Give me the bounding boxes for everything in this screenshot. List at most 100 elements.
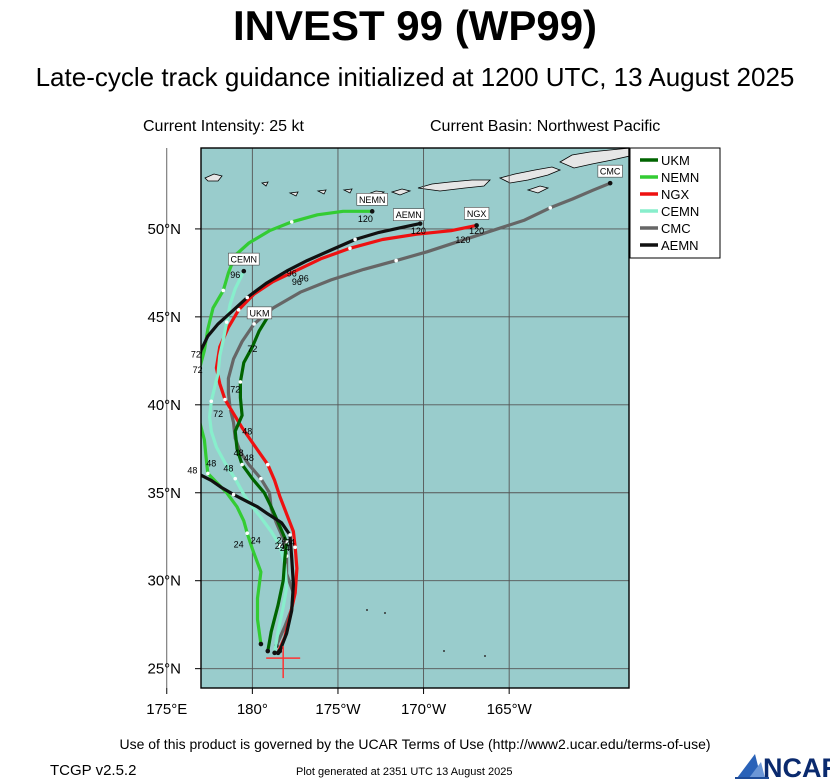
hour-label-cmc-2: 72 bbox=[230, 384, 240, 394]
generated-timestamp: Plot generated at 2351 UTC 13 August 202… bbox=[296, 766, 513, 778]
hour-label-ukm-1: 48 bbox=[234, 448, 244, 458]
hour-label-cmc-3: 96 bbox=[299, 274, 309, 284]
track-line-ngx bbox=[214, 223, 479, 655]
track-dot-ukm-10 bbox=[240, 462, 244, 467]
track-dot-ngx-20 bbox=[236, 308, 241, 312]
initial-position-marker bbox=[266, 646, 301, 679]
legend-label-ukm: UKM bbox=[661, 153, 690, 168]
track-dot-cmc-20 bbox=[252, 322, 256, 326]
end-label-box-ngx bbox=[464, 207, 490, 220]
track-dot-aemn-10 bbox=[231, 492, 236, 497]
track-dot-cemn-15 bbox=[209, 399, 214, 404]
hour-label-aemn-3: 96 bbox=[287, 268, 297, 278]
hour-label-cemn-0: 24 bbox=[275, 541, 285, 551]
track-start-cemn bbox=[272, 650, 277, 656]
hour-label-ngx-1: 48 bbox=[242, 427, 252, 437]
end-label-cemn: CEMN bbox=[228, 252, 260, 266]
island-5 bbox=[288, 191, 299, 197]
track-dot-nemn-5 bbox=[245, 531, 250, 536]
terms-of-use: Use of this product is governed by the U… bbox=[119, 736, 711, 752]
end-label-box-ukm bbox=[246, 306, 273, 320]
end-label-aemn: AEMN bbox=[393, 208, 425, 221]
islet-3 bbox=[484, 655, 486, 657]
end-label-cmc: CMC bbox=[597, 164, 623, 178]
track-dot-cmc-30 bbox=[548, 206, 553, 210]
hour-label-aemn-2: 72 bbox=[193, 365, 203, 375]
track-line-aemn bbox=[201, 222, 422, 653]
hour-label-aemn-1: 48 bbox=[187, 465, 197, 475]
hour-label-cemn-3: 96 bbox=[230, 270, 240, 280]
ocean-background bbox=[201, 148, 629, 688]
end-label-box-cemn bbox=[228, 252, 260, 266]
hour-label-cmc-4: 120 bbox=[455, 235, 470, 245]
track-end-nemn bbox=[369, 209, 375, 214]
end-label-text-ukm: UKM bbox=[249, 308, 269, 318]
islet-2 bbox=[443, 650, 445, 652]
chart-title: INVEST 99 (WP99) bbox=[232, 2, 598, 49]
ncar-logo-mark bbox=[735, 754, 769, 779]
track-dot-cemn-20 bbox=[224, 320, 229, 324]
plot-frame bbox=[200, 147, 630, 689]
ncar-logo: NCAR bbox=[735, 753, 830, 780]
hour-label-ngx-2: 96 bbox=[292, 277, 302, 287]
end-label-ukm: UKM bbox=[246, 306, 273, 320]
hour-label-nemn-0: 24 bbox=[234, 539, 244, 549]
hour-label-nemn-2: 72 bbox=[191, 349, 201, 359]
hour-label-aemn-0: 24 bbox=[276, 536, 286, 546]
end-label-box-nemn bbox=[356, 193, 388, 206]
hour-label-cmc-0: 24 bbox=[280, 543, 290, 553]
legend-label-ngx: NGX bbox=[661, 187, 690, 202]
y-tick-label-0: 25°N bbox=[147, 661, 181, 678]
track-line-nemn bbox=[201, 209, 374, 646]
hour-label-cemn-2: 72 bbox=[213, 409, 223, 419]
islet-0 bbox=[366, 609, 368, 611]
hour-label-ngx-3: 120 bbox=[469, 226, 484, 236]
island-1 bbox=[559, 148, 629, 169]
x-tick-label-0: 175°E bbox=[146, 701, 187, 718]
islet-1 bbox=[384, 612, 386, 614]
island-2 bbox=[498, 166, 562, 184]
chart-subtitle: Late-cycle track guidance initialized at… bbox=[35, 62, 795, 92]
track-dot-cmc-10 bbox=[259, 476, 263, 481]
end-label-ngx: NGX bbox=[464, 207, 490, 220]
x-tick-label-4: 165°W bbox=[487, 701, 533, 718]
track-dot-cemn-10 bbox=[233, 476, 238, 481]
hour-label-nemn-3: 120 bbox=[358, 214, 373, 224]
track-dot-ngx-5 bbox=[293, 545, 297, 550]
current-intensity: Current Intensity: 25 kt bbox=[143, 118, 304, 135]
end-label-text-nemn: NEMN bbox=[359, 195, 386, 205]
legend-box bbox=[629, 147, 721, 259]
version-label: TCGP v2.5.2 bbox=[50, 762, 137, 779]
island-10 bbox=[261, 181, 269, 187]
track-end-cemn bbox=[241, 268, 247, 274]
island-3 bbox=[417, 179, 491, 192]
track-dot-aemn-5 bbox=[288, 533, 292, 537]
end-label-box-cmc bbox=[597, 164, 623, 178]
hour-label-cemn-1: 48 bbox=[223, 464, 233, 474]
end-label-text-cemn: CEMN bbox=[231, 255, 258, 265]
island-4 bbox=[526, 185, 550, 194]
track-end-cmc bbox=[607, 180, 613, 186]
y-tick-label-2: 35°N bbox=[147, 485, 181, 502]
island-0 bbox=[204, 173, 223, 182]
track-end-aemn bbox=[417, 221, 423, 226]
x-tick-label-2: 175°W bbox=[315, 701, 361, 718]
end-label-box-aemn bbox=[393, 208, 425, 221]
track-dot-nemn-25 bbox=[289, 220, 294, 224]
hour-label-ngx-0: 24 bbox=[285, 538, 295, 548]
hour-label-ukm-2: 72 bbox=[247, 344, 257, 354]
track-start-ukm bbox=[265, 648, 271, 654]
end-label-text-aemn: AEMN bbox=[396, 210, 422, 220]
legend-label-aemn: AEMN bbox=[661, 238, 699, 253]
legend-label-nemn: NEMN bbox=[661, 170, 699, 185]
legend: UKM NEMN NGX CEMN CMC AEMN bbox=[629, 147, 721, 259]
track-dot-aemn-30 bbox=[353, 237, 357, 242]
end-label-text-ngx: NGX bbox=[467, 209, 487, 219]
island-6 bbox=[316, 189, 327, 195]
track-dot-ukm-5 bbox=[284, 540, 289, 544]
track-dot-ngx-10 bbox=[265, 462, 270, 467]
island-9 bbox=[390, 188, 412, 196]
land-group bbox=[204, 148, 629, 197]
ncar-logo-text: NCAR bbox=[763, 753, 830, 780]
